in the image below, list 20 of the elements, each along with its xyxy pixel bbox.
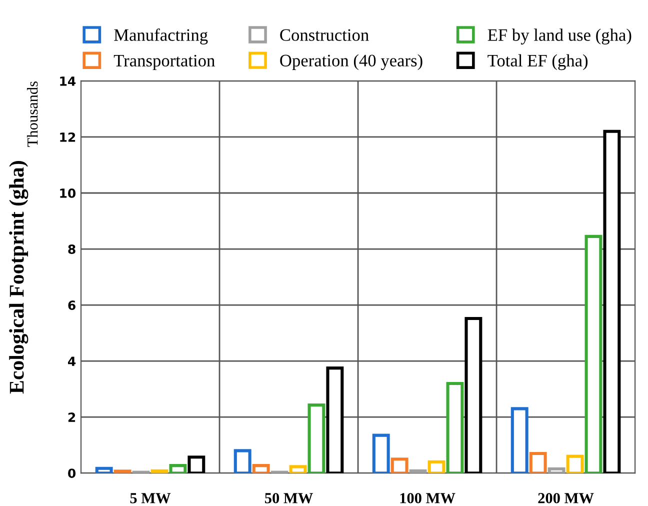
- y-tick-label: 0: [68, 468, 76, 478]
- y-tick-label: 10: [60, 188, 76, 198]
- y-tick-label: 2: [68, 412, 76, 422]
- y-tick-label: 14: [60, 76, 76, 86]
- y-tick-label: 8: [68, 244, 76, 254]
- x-tick-label: 5 MW: [130, 493, 171, 504]
- x-tick-label: 200 MW: [538, 492, 594, 504]
- text: Thousands: [26, 82, 38, 147]
- x-tick-label: 50 MW: [264, 492, 313, 504]
- y-tick-label: 4: [68, 356, 76, 366]
- y-tick-label: 6: [68, 300, 76, 310]
- legend-label: Transportation: [114, 54, 215, 70]
- legend-label: Operation (40 years): [280, 54, 422, 70]
- legend-label: EF by land use (gha): [488, 28, 632, 44]
- legend-label: Total EF (gha): [488, 54, 588, 70]
- legend-label: Construction: [280, 29, 369, 41]
- y-axis-title: Ecological Footprint (gha): [9, 161, 28, 394]
- legend-label: Manufactring: [114, 28, 208, 44]
- x-tick-label: 100 MW: [400, 492, 456, 504]
- y-tick-label: 12: [60, 132, 76, 142]
